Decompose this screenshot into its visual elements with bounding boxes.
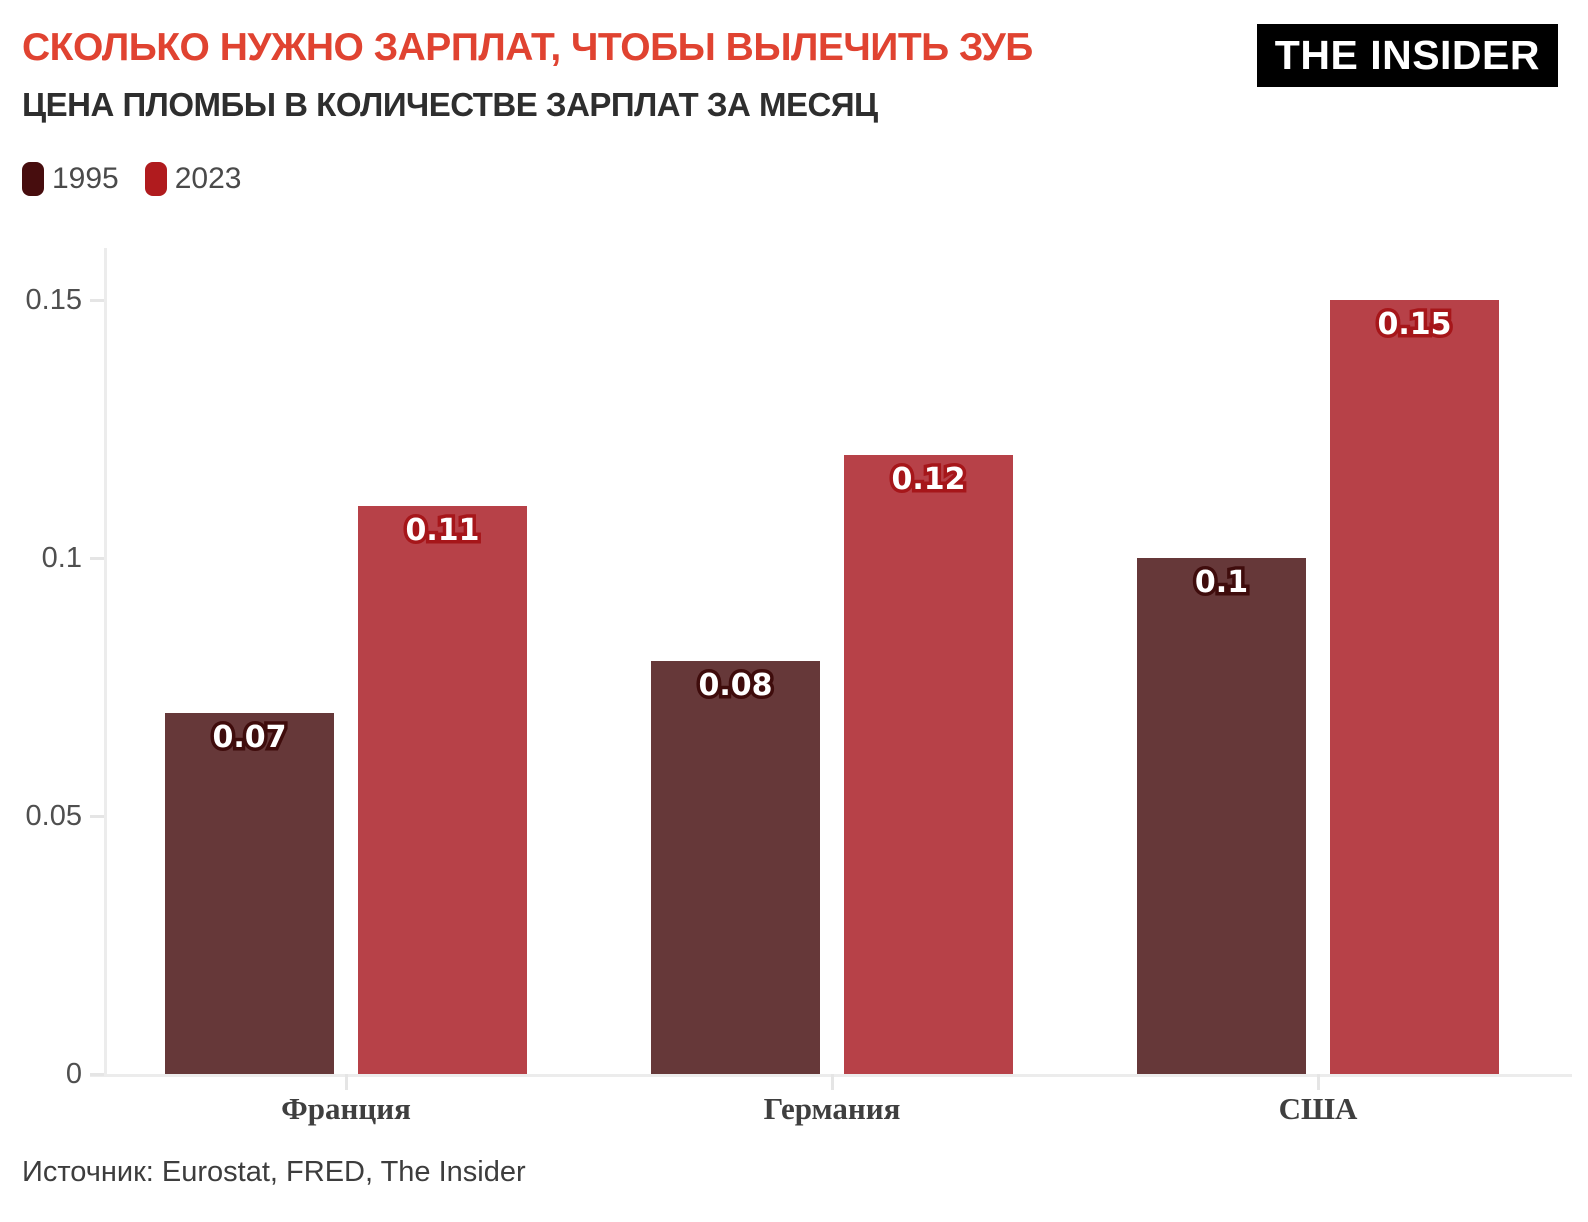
legend-label-1995: 1995 xyxy=(52,162,119,195)
bar-value-label: 0.12 xyxy=(891,465,965,496)
logo-text: THE INSIDER xyxy=(1274,32,1540,78)
bar-value-label: 0.07 xyxy=(212,723,286,754)
bar-value-label: 0.11 xyxy=(405,516,479,547)
bar-value-label: 0.15 xyxy=(1377,310,1451,341)
bar-1995-1 xyxy=(651,661,820,1074)
y-tick xyxy=(90,557,104,560)
y-tick xyxy=(90,299,104,302)
y-tick-label: 0.1 xyxy=(41,542,82,574)
bar-value-label: 0.1 xyxy=(1195,568,1248,599)
category-label-2: США xyxy=(1278,1091,1358,1126)
x-tick xyxy=(345,1074,348,1090)
y-tick xyxy=(90,1073,104,1076)
x-tick xyxy=(831,1074,834,1090)
category-label-0: Франция xyxy=(281,1091,411,1126)
page-subtitle: ЦЕНА ПЛОМБЫ В КОЛИЧЕСТВЕ ЗАРПЛАТ ЗА МЕСЯ… xyxy=(22,86,878,123)
bar-2023-2 xyxy=(1330,300,1499,1074)
legend-swatch-2023 xyxy=(144,162,167,196)
bar-value-label: 0.08 xyxy=(698,671,772,702)
bar-2023-0 xyxy=(358,506,527,1074)
legend-item-1995: 1995 xyxy=(22,162,119,196)
bar-2023-1 xyxy=(844,455,1013,1074)
chart-legend: 1995 2023 xyxy=(22,162,242,196)
y-tick-label: 0.05 xyxy=(25,800,82,832)
the-insider-logo: THE INSIDER xyxy=(1256,24,1558,88)
y-tick-label: 0.15 xyxy=(25,284,82,316)
page-title: СКОЛЬКО НУЖНО ЗАРПЛАТ, ЧТОБЫ ВЫЛЕЧИТЬ ЗУ… xyxy=(22,26,1033,69)
legend-item-2023: 2023 xyxy=(144,162,242,196)
legend-label-2023: 2023 xyxy=(174,162,242,195)
y-tick-label: 0 xyxy=(65,1058,82,1090)
source-note: Источник: Eurostat, FRED, The Insider xyxy=(22,1156,526,1188)
category-label-1: Германия xyxy=(763,1091,901,1126)
x-tick xyxy=(1317,1074,1320,1090)
y-tick xyxy=(90,815,104,818)
legend-swatch-1995 xyxy=(22,162,44,196)
y-axis-line xyxy=(104,248,107,1074)
bar-1995-2 xyxy=(1137,558,1306,1074)
bar-1995-0 xyxy=(165,713,334,1074)
